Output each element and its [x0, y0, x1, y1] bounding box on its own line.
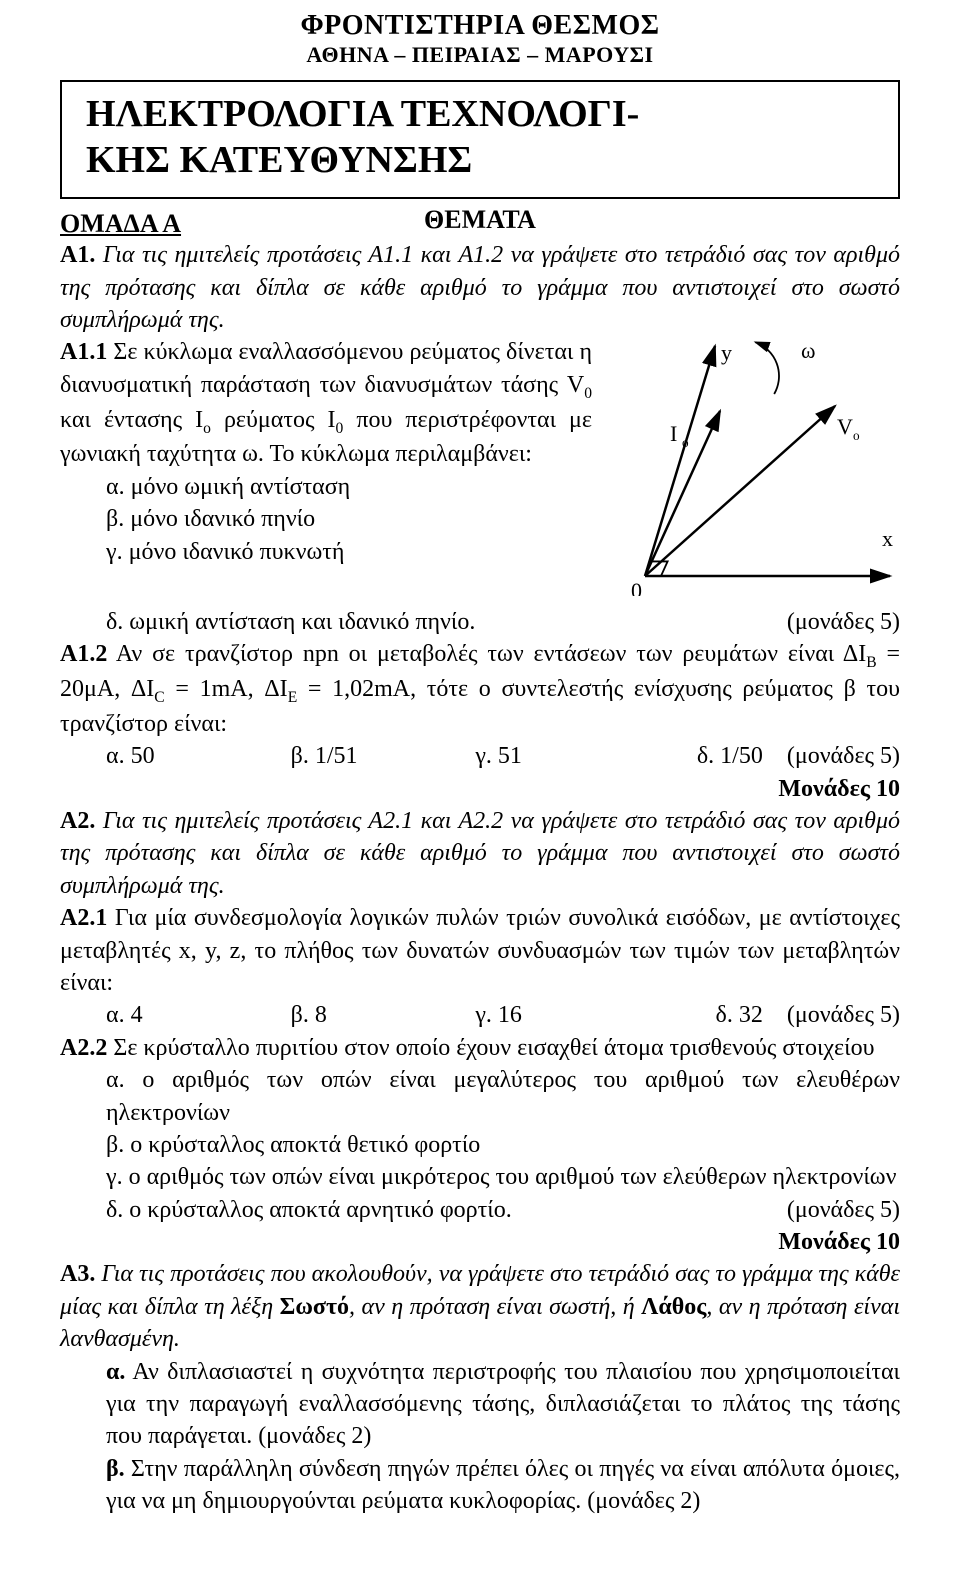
title-line-2: ΚΗΣ ΚΑΤΕΥΘΥΝΣΗΣ	[86, 138, 874, 184]
svg-text:V: V	[837, 414, 853, 439]
phasor-diagram: 0xyωVοIο	[600, 336, 900, 596]
a2-1-options: α. 4 β. 8 γ. 16 δ. 32 (μονάδες 5)	[106, 999, 900, 1031]
svg-text:0: 0	[631, 578, 642, 596]
a1-1-points: (μονάδες 5)	[787, 606, 900, 638]
a1-1-label: Α1.1	[60, 339, 107, 365]
a2-total: Μονάδες 10	[60, 1226, 900, 1258]
title-line-1: ΗΛΕΚΤΡΟΛΟΓΙΑ ΤΕΧΝΟΛΟΓΙ-	[86, 92, 874, 138]
a1-1-opt-b: β. μόνο ιδανικό πηνίο	[106, 503, 592, 535]
svg-text:I: I	[670, 421, 677, 446]
a1-1-opt-a: α. μόνο ωμική αντίσταση	[106, 471, 592, 503]
a1-total: Μονάδες 10	[60, 773, 900, 805]
a1-2-text: Α1.2 Αν σε τρανζίστορ npn οι μεταβολές τ…	[60, 638, 900, 740]
a3-b: β. Στην παράλληλη σύνδεση πηγών πρέπει ό…	[106, 1453, 900, 1518]
a1-1-opt-d-row: δ. ωμική αντίσταση και ιδανικό πηνίο. (μ…	[60, 606, 900, 638]
a3-a: α. Αν διπλασιαστεί η συχνότητα περιστροφ…	[106, 1356, 900, 1453]
svg-text:ο: ο	[853, 428, 860, 443]
svg-text:x: x	[882, 526, 893, 551]
document-header: ΦΡΟΝΤΙΣΤΗΡΙΑ ΘΕΣΜΟΣ ΑΘΗΝΑ – ΠΕΙΡΑΙΑΣ – Μ…	[60, 10, 900, 68]
a3-prompt: Α3. Για τις προτάσεις που ακολουθούν, να…	[60, 1258, 900, 1355]
a2-2-opt-b: β. ο κρύσταλλος αποκτά θετικό φορτίο	[106, 1129, 900, 1161]
a2-1-text: Α2.1 Για μία συνδεσμολογία λογικών πυλών…	[60, 902, 900, 999]
a1-2-options: α. 50 β. 1/51 γ. 51 δ. 1/50 (μονάδες 5)	[106, 740, 900, 772]
svg-text:ω: ω	[801, 338, 815, 363]
svg-text:y: y	[721, 340, 732, 365]
svg-text:ο: ο	[682, 435, 689, 450]
a1-1-text: Α1.1 Σε κύκλωμα εναλλασσόμενου ρεύματος …	[60, 336, 592, 470]
a1-prompt-text: Για τις ημιτελείς προτάσεις Α1.1 και Α1.…	[60, 242, 900, 333]
title-box: ΗΛΕΚΤΡΟΛΟΓΙΑ ΤΕΧΝΟΛΟΓΙ- ΚΗΣ ΚΑΤΕΥΘΥΝΣΗΣ	[60, 80, 900, 199]
a1-prompt: Α1. Για τις ημιτελείς προτάσεις Α1.1 και…	[60, 239, 900, 336]
a2-2-opt-a: α. ο αριθμός των οπών είναι μεγαλύτερος …	[106, 1064, 900, 1129]
a1-1-opt-c: γ. μόνο ιδανικό πυκνωτή	[106, 536, 592, 568]
header-line-2: ΑΘΗΝΑ – ΠΕΙΡΑΙΑΣ – ΜΑΡΟΥΣΙ	[60, 42, 900, 68]
header-line-1: ΦΡΟΝΤΙΣΤΗΡΙΑ ΘΕΣΜΟΣ	[60, 10, 900, 42]
a2-prompt: Α2. Για τις ημιτελείς προτάσεις Α2.1 και…	[60, 805, 900, 902]
a2-2-opt-c: γ. ο αριθμός των οπών είναι μικρότερος τ…	[106, 1161, 900, 1193]
a2-2-opt-d-row: δ. ο κρύσταλλος αποκτά αρνητικό φορτίο. …	[106, 1194, 900, 1226]
body: Α1. Για τις ημιτελείς προτάσεις Α1.1 και…	[60, 239, 900, 1517]
a1-label: Α1.	[60, 242, 95, 268]
a2-2-text: Α2.2 Σε κρύσταλλο πυριτίου στον οποίο έχ…	[60, 1032, 900, 1064]
